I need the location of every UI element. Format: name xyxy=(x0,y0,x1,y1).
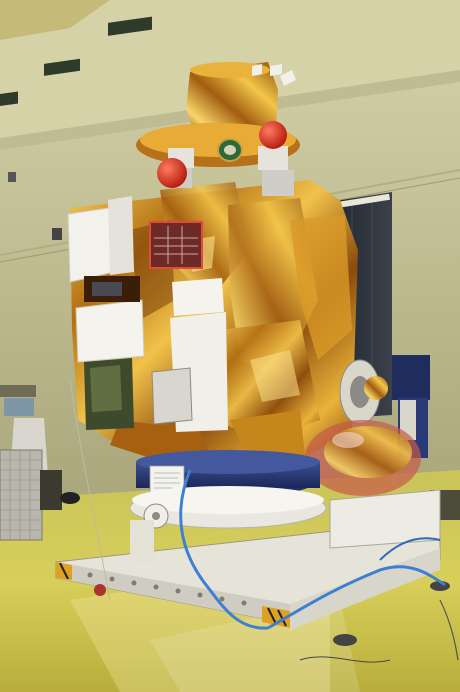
wall-fixture xyxy=(8,172,16,182)
hazard-stripe xyxy=(267,607,277,625)
red-cap xyxy=(259,121,287,149)
blue-fixture-right xyxy=(392,355,430,400)
white-blanket xyxy=(75,299,145,363)
thin-cable xyxy=(69,379,111,601)
hazard-stripe xyxy=(59,562,69,580)
wrapped-bag-foil xyxy=(324,426,412,478)
radiator-window xyxy=(149,221,203,269)
white-panel xyxy=(151,367,193,425)
white-blanket xyxy=(172,278,224,316)
wrapped-bag-highlight xyxy=(332,432,364,448)
caster-wheel xyxy=(333,634,357,646)
top-cylinder xyxy=(186,62,278,140)
floor-equipment xyxy=(60,492,80,504)
top-bracket xyxy=(280,70,296,86)
side-instrument-cap xyxy=(364,376,388,400)
stand-front-beam xyxy=(56,562,290,624)
plate-knob-center xyxy=(152,512,160,520)
mesh-cabinet xyxy=(0,449,43,541)
stand-bolts xyxy=(87,572,247,606)
white-clamp xyxy=(400,400,416,440)
top-bracket xyxy=(252,64,262,76)
ceiling-vent xyxy=(0,91,18,106)
blue-cable xyxy=(179,469,269,630)
foil-wrinkle xyxy=(290,215,352,360)
ceiling-light-panel xyxy=(0,0,110,40)
foil-skirt xyxy=(230,410,305,462)
mesh-pattern xyxy=(0,450,42,540)
wall-socket xyxy=(52,228,62,240)
white-bracket xyxy=(262,170,294,196)
ceiling-vent xyxy=(108,16,152,36)
top-bracket xyxy=(270,64,282,76)
thin-cable xyxy=(439,599,459,661)
ceiling-vent xyxy=(44,58,80,76)
green-sensor-lens xyxy=(224,145,236,155)
thin-cable xyxy=(299,656,391,663)
foil-highlight xyxy=(250,350,300,402)
top-cylinder-rim xyxy=(190,62,270,78)
equipment-cart xyxy=(4,398,34,416)
white-bracket xyxy=(258,146,288,170)
blue-cable xyxy=(267,565,446,630)
paper-tag-lines xyxy=(154,472,180,489)
hazard-stripe xyxy=(277,609,287,627)
stand-leg xyxy=(130,520,154,562)
floor-equipment xyxy=(40,470,62,510)
radiator-grid xyxy=(154,226,198,264)
mirror-panel-reflection xyxy=(90,365,122,412)
dark-band-detail xyxy=(92,282,122,296)
red-cap xyxy=(157,158,187,188)
stand-side-beam xyxy=(290,548,440,630)
stand-support xyxy=(329,489,441,549)
equipment-cart xyxy=(0,385,36,397)
caster-wheel xyxy=(94,584,106,596)
white-blanket xyxy=(108,196,134,275)
blue-cable xyxy=(379,537,441,561)
